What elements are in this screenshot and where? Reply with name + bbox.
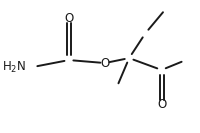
Text: H$_2$N: H$_2$N: [2, 59, 26, 74]
Text: O: O: [157, 98, 166, 111]
Text: O: O: [100, 57, 109, 70]
Text: O: O: [64, 12, 74, 25]
